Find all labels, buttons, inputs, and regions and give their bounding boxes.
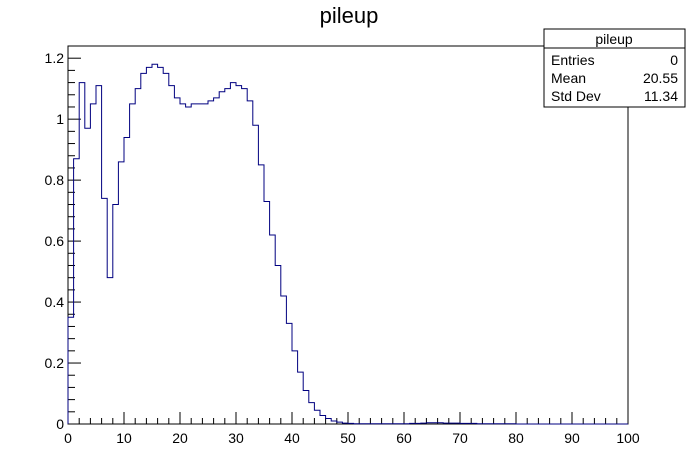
x-tick-label: 100 — [616, 430, 640, 446]
x-tick-label: 70 — [452, 430, 468, 446]
stats-mean-label: Mean — [551, 70, 586, 86]
x-tick-label: 20 — [172, 430, 188, 446]
stats-box-title: pileup — [595, 31, 633, 47]
x-tick-label: 50 — [340, 430, 356, 446]
x-tick-label: 10 — [116, 430, 132, 446]
chart-title: pileup — [320, 3, 379, 28]
y-axis: 0 0.2 0.4 0.6 0.8 1 1.2 — [45, 45, 81, 432]
y-tick-label: 0.8 — [45, 172, 65, 188]
x-tick-label: 80 — [508, 430, 524, 446]
x-axis: 0 10 20 30 40 50 60 70 80 90 100 — [64, 412, 640, 446]
y-tick-label: 1.2 — [45, 50, 65, 66]
x-tick-label: 30 — [228, 430, 244, 446]
y-tick-label: 0.2 — [45, 355, 65, 371]
x-tick-label: 0 — [64, 430, 72, 446]
stats-entries-value: 0 — [670, 52, 678, 68]
y-tick-label: 0.6 — [45, 233, 65, 249]
stats-box: pileup Entries 0 Mean 20.55 Std Dev 11.3… — [543, 28, 686, 108]
stats-stddev-label: Std Dev — [551, 88, 601, 104]
stats-box-frame — [543, 28, 686, 108]
y-tick-label: 0.4 — [45, 294, 65, 310]
x-tick-label: 90 — [564, 430, 580, 446]
stats-entries-label: Entries — [551, 52, 595, 68]
x-tick-label: 40 — [284, 430, 300, 446]
stats-stddev-value: 11.34 — [644, 88, 678, 104]
x-tick-label: 60 — [396, 430, 412, 446]
y-tick-label: 0 — [56, 416, 64, 432]
stats-mean-value: 20.55 — [643, 70, 678, 86]
histogram-line — [67, 63, 628, 425]
y-tick-label: 1 — [56, 111, 64, 127]
